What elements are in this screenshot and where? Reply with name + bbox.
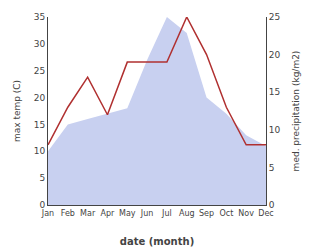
svg-text:Sep: Sep (199, 209, 214, 218)
svg-text:date (month): date (month) (120, 236, 194, 247)
svg-text:Aug: Aug (179, 209, 195, 218)
svg-text:May: May (119, 209, 136, 218)
svg-text:15: 15 (269, 87, 280, 97)
svg-text:10: 10 (269, 125, 281, 135)
svg-text:Dec: Dec (258, 209, 273, 218)
svg-text:15: 15 (34, 120, 45, 130)
svg-text:Jan: Jan (41, 209, 54, 218)
svg-text:0: 0 (39, 200, 45, 210)
svg-text:Jul: Jul (161, 209, 172, 218)
svg-text:0: 0 (269, 200, 275, 210)
svg-text:Oct: Oct (219, 209, 233, 218)
svg-text:Mar: Mar (80, 209, 96, 218)
svg-text:Apr: Apr (101, 209, 116, 218)
svg-text:10: 10 (34, 146, 46, 156)
svg-text:35: 35 (34, 12, 45, 22)
svg-text:25: 25 (34, 66, 45, 76)
svg-text:max temp (C): max temp (C) (12, 80, 22, 142)
svg-text:20: 20 (34, 93, 46, 103)
svg-text:Jun: Jun (140, 209, 154, 218)
svg-text:Nov: Nov (238, 209, 254, 218)
svg-text:med. precipitation (kg/m2): med. precipitation (kg/m2) (291, 51, 301, 172)
svg-text:20: 20 (269, 50, 281, 60)
svg-text:Feb: Feb (61, 209, 75, 218)
svg-text:5: 5 (269, 163, 275, 173)
svg-text:25: 25 (269, 12, 280, 22)
svg-text:30: 30 (34, 39, 46, 49)
svg-text:5: 5 (39, 173, 45, 183)
